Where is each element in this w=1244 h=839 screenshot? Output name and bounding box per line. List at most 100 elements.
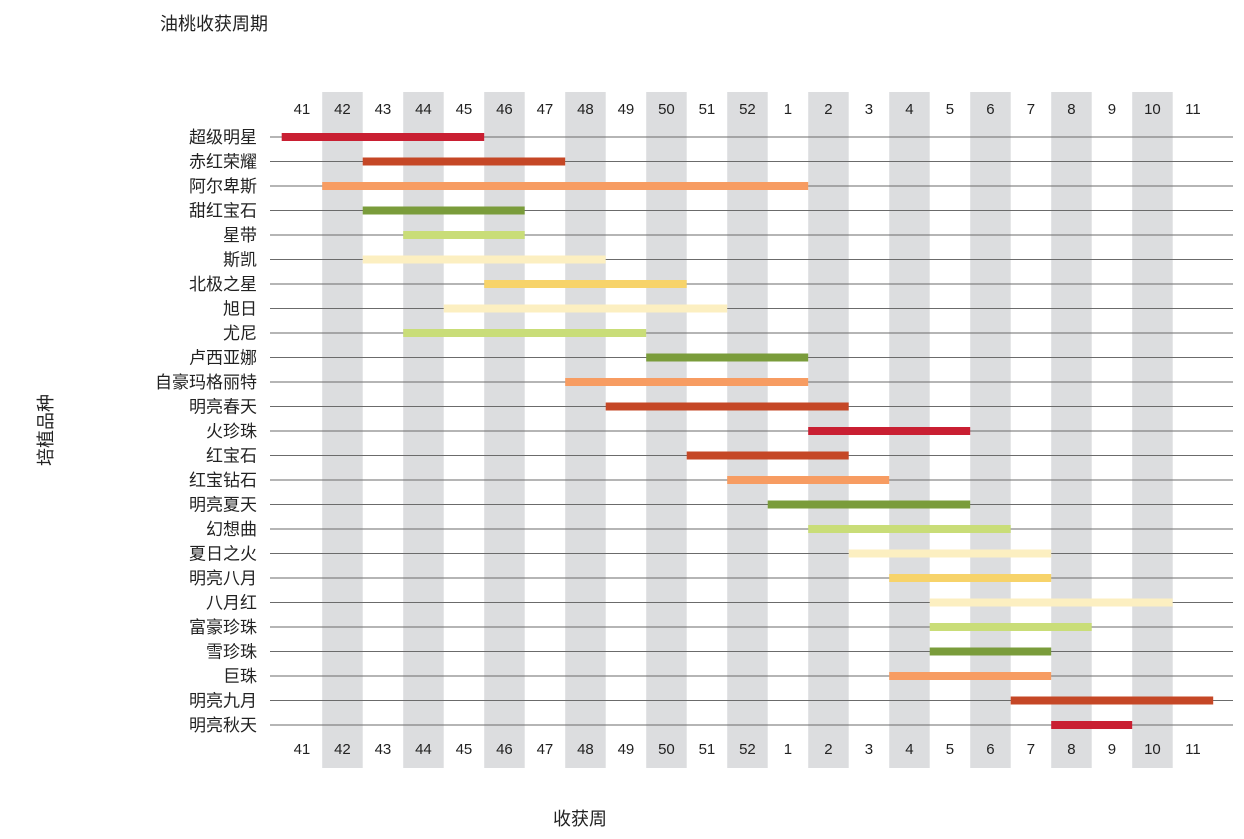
bottom-week-tick: 8 [1067, 741, 1075, 758]
top-week-tick: 9 [1108, 101, 1116, 118]
week-band [565, 92, 606, 768]
variety-label: 雪珍珠 [206, 643, 257, 663]
week-band [727, 92, 768, 768]
bottom-week-tick: 46 [496, 741, 513, 758]
bottom-week-tick: 11 [1185, 741, 1201, 758]
top-week-tick: 2 [824, 101, 832, 118]
bottom-week-tick: 7 [1027, 741, 1035, 758]
top-week-tick: 44 [415, 101, 432, 118]
variety-label: 旭日 [223, 300, 257, 320]
bottom-week-tick: 44 [415, 741, 432, 758]
week-band [646, 92, 687, 768]
bottom-week-tick: 47 [537, 741, 554, 758]
bottom-week-tick: 42 [334, 741, 351, 758]
bottom-week-tick: 10 [1144, 741, 1161, 758]
week-band [1132, 92, 1173, 768]
top-week-tick: 11 [1185, 101, 1201, 118]
harvest-bar [605, 402, 849, 411]
variety-label: 阿尔卑斯 [189, 177, 257, 197]
harvest-bar [767, 500, 971, 509]
harvest-bar [443, 304, 728, 313]
harvest-bar [929, 598, 1173, 607]
top-week-tick: 51 [699, 101, 716, 118]
bottom-week-tick: 4 [905, 741, 913, 758]
harvest-bar [1051, 721, 1133, 729]
harvest-bar [686, 451, 849, 460]
top-week-tick: 6 [986, 101, 994, 118]
variety-label: 红宝钻石 [189, 471, 257, 491]
top-week-tick: 10 [1144, 101, 1161, 118]
harvest-bar [281, 133, 485, 141]
variety-label: 明亮夏天 [189, 496, 257, 516]
top-week-tick: 47 [537, 101, 554, 118]
bottom-week-tick: 41 [294, 741, 311, 758]
bottom-week-tick: 5 [946, 741, 954, 758]
harvest-bar [403, 231, 525, 239]
variety-label: 自豪玛格丽特 [155, 372, 257, 393]
week-band [322, 92, 363, 768]
variety-label: 巨珠 [223, 667, 257, 687]
top-week-tick: 48 [577, 101, 594, 118]
top-week-tick: 8 [1067, 101, 1075, 118]
top-week-tick: 4 [905, 101, 913, 118]
variety-label: 甜红宝石 [189, 202, 257, 222]
harvest-bar [929, 623, 1092, 631]
variety-label: 火珍珠 [206, 422, 257, 442]
bottom-week-tick: 1 [784, 741, 792, 758]
variety-label: 卢西亚娜 [189, 349, 257, 369]
harvest-bar [646, 353, 809, 362]
chart-title: 油桃收获周期 [160, 14, 268, 35]
top-week-tick: 3 [865, 101, 873, 118]
variety-label: 八月红 [206, 594, 257, 614]
variety-label: 明亮八月 [189, 569, 257, 589]
harvest-bar [322, 182, 809, 190]
variety-label: 北极之星 [189, 275, 257, 295]
bottom-week-tick: 49 [618, 741, 635, 758]
week-band [403, 92, 444, 768]
variety-label: 幻想曲 [206, 520, 257, 540]
top-week-tick: 49 [618, 101, 635, 118]
top-week-tick: 50 [658, 101, 675, 118]
week-band [484, 92, 525, 768]
top-week-tick: 7 [1027, 101, 1035, 118]
week-band [1051, 92, 1092, 768]
harvest-bar [808, 525, 1011, 533]
variety-label: 明亮秋天 [189, 716, 257, 736]
bottom-week-tick: 2 [824, 741, 832, 758]
bottom-week-tick: 6 [986, 741, 994, 758]
harvest-bar [362, 206, 525, 215]
top-week-tick: 43 [375, 101, 392, 118]
harvest-bar [848, 549, 1052, 558]
x-axis-label: 收获周 [553, 809, 607, 830]
y-axis-label: 培植品种 [36, 394, 57, 466]
harvest-bar [929, 647, 1052, 656]
variety-label: 红宝石 [206, 447, 257, 467]
harvest-bar [362, 255, 606, 264]
top-week-tick: 42 [334, 101, 351, 118]
harvest-bar [889, 574, 1052, 582]
top-week-tick: 45 [456, 101, 473, 118]
variety-label: 明亮九月 [189, 692, 257, 712]
top-week-tick: 1 [784, 101, 792, 118]
bottom-week-tick: 50 [658, 741, 675, 758]
harvest-bar [889, 672, 1052, 680]
week-band [970, 92, 1011, 768]
variety-label: 明亮春天 [189, 398, 257, 418]
top-week-tick: 52 [739, 101, 756, 118]
bottom-week-tick: 45 [456, 741, 473, 758]
bottom-week-tick: 9 [1108, 741, 1116, 758]
top-week-tick: 5 [946, 101, 954, 118]
bottom-week-tick: 43 [375, 741, 392, 758]
bottom-week-tick: 52 [739, 741, 756, 758]
top-week-tick: 46 [496, 101, 513, 118]
variety-label: 超级明星 [189, 128, 257, 148]
harvest-bar [484, 280, 687, 288]
variety-label: 夏日之火 [189, 545, 257, 565]
harvest-bar [727, 476, 890, 484]
harvest-bar [808, 427, 971, 435]
variety-label: 富豪珍珠 [189, 617, 257, 638]
variety-label: 赤红荣耀 [189, 153, 257, 173]
harvest-bar [362, 157, 566, 166]
top-week-tick: 41 [294, 101, 311, 118]
